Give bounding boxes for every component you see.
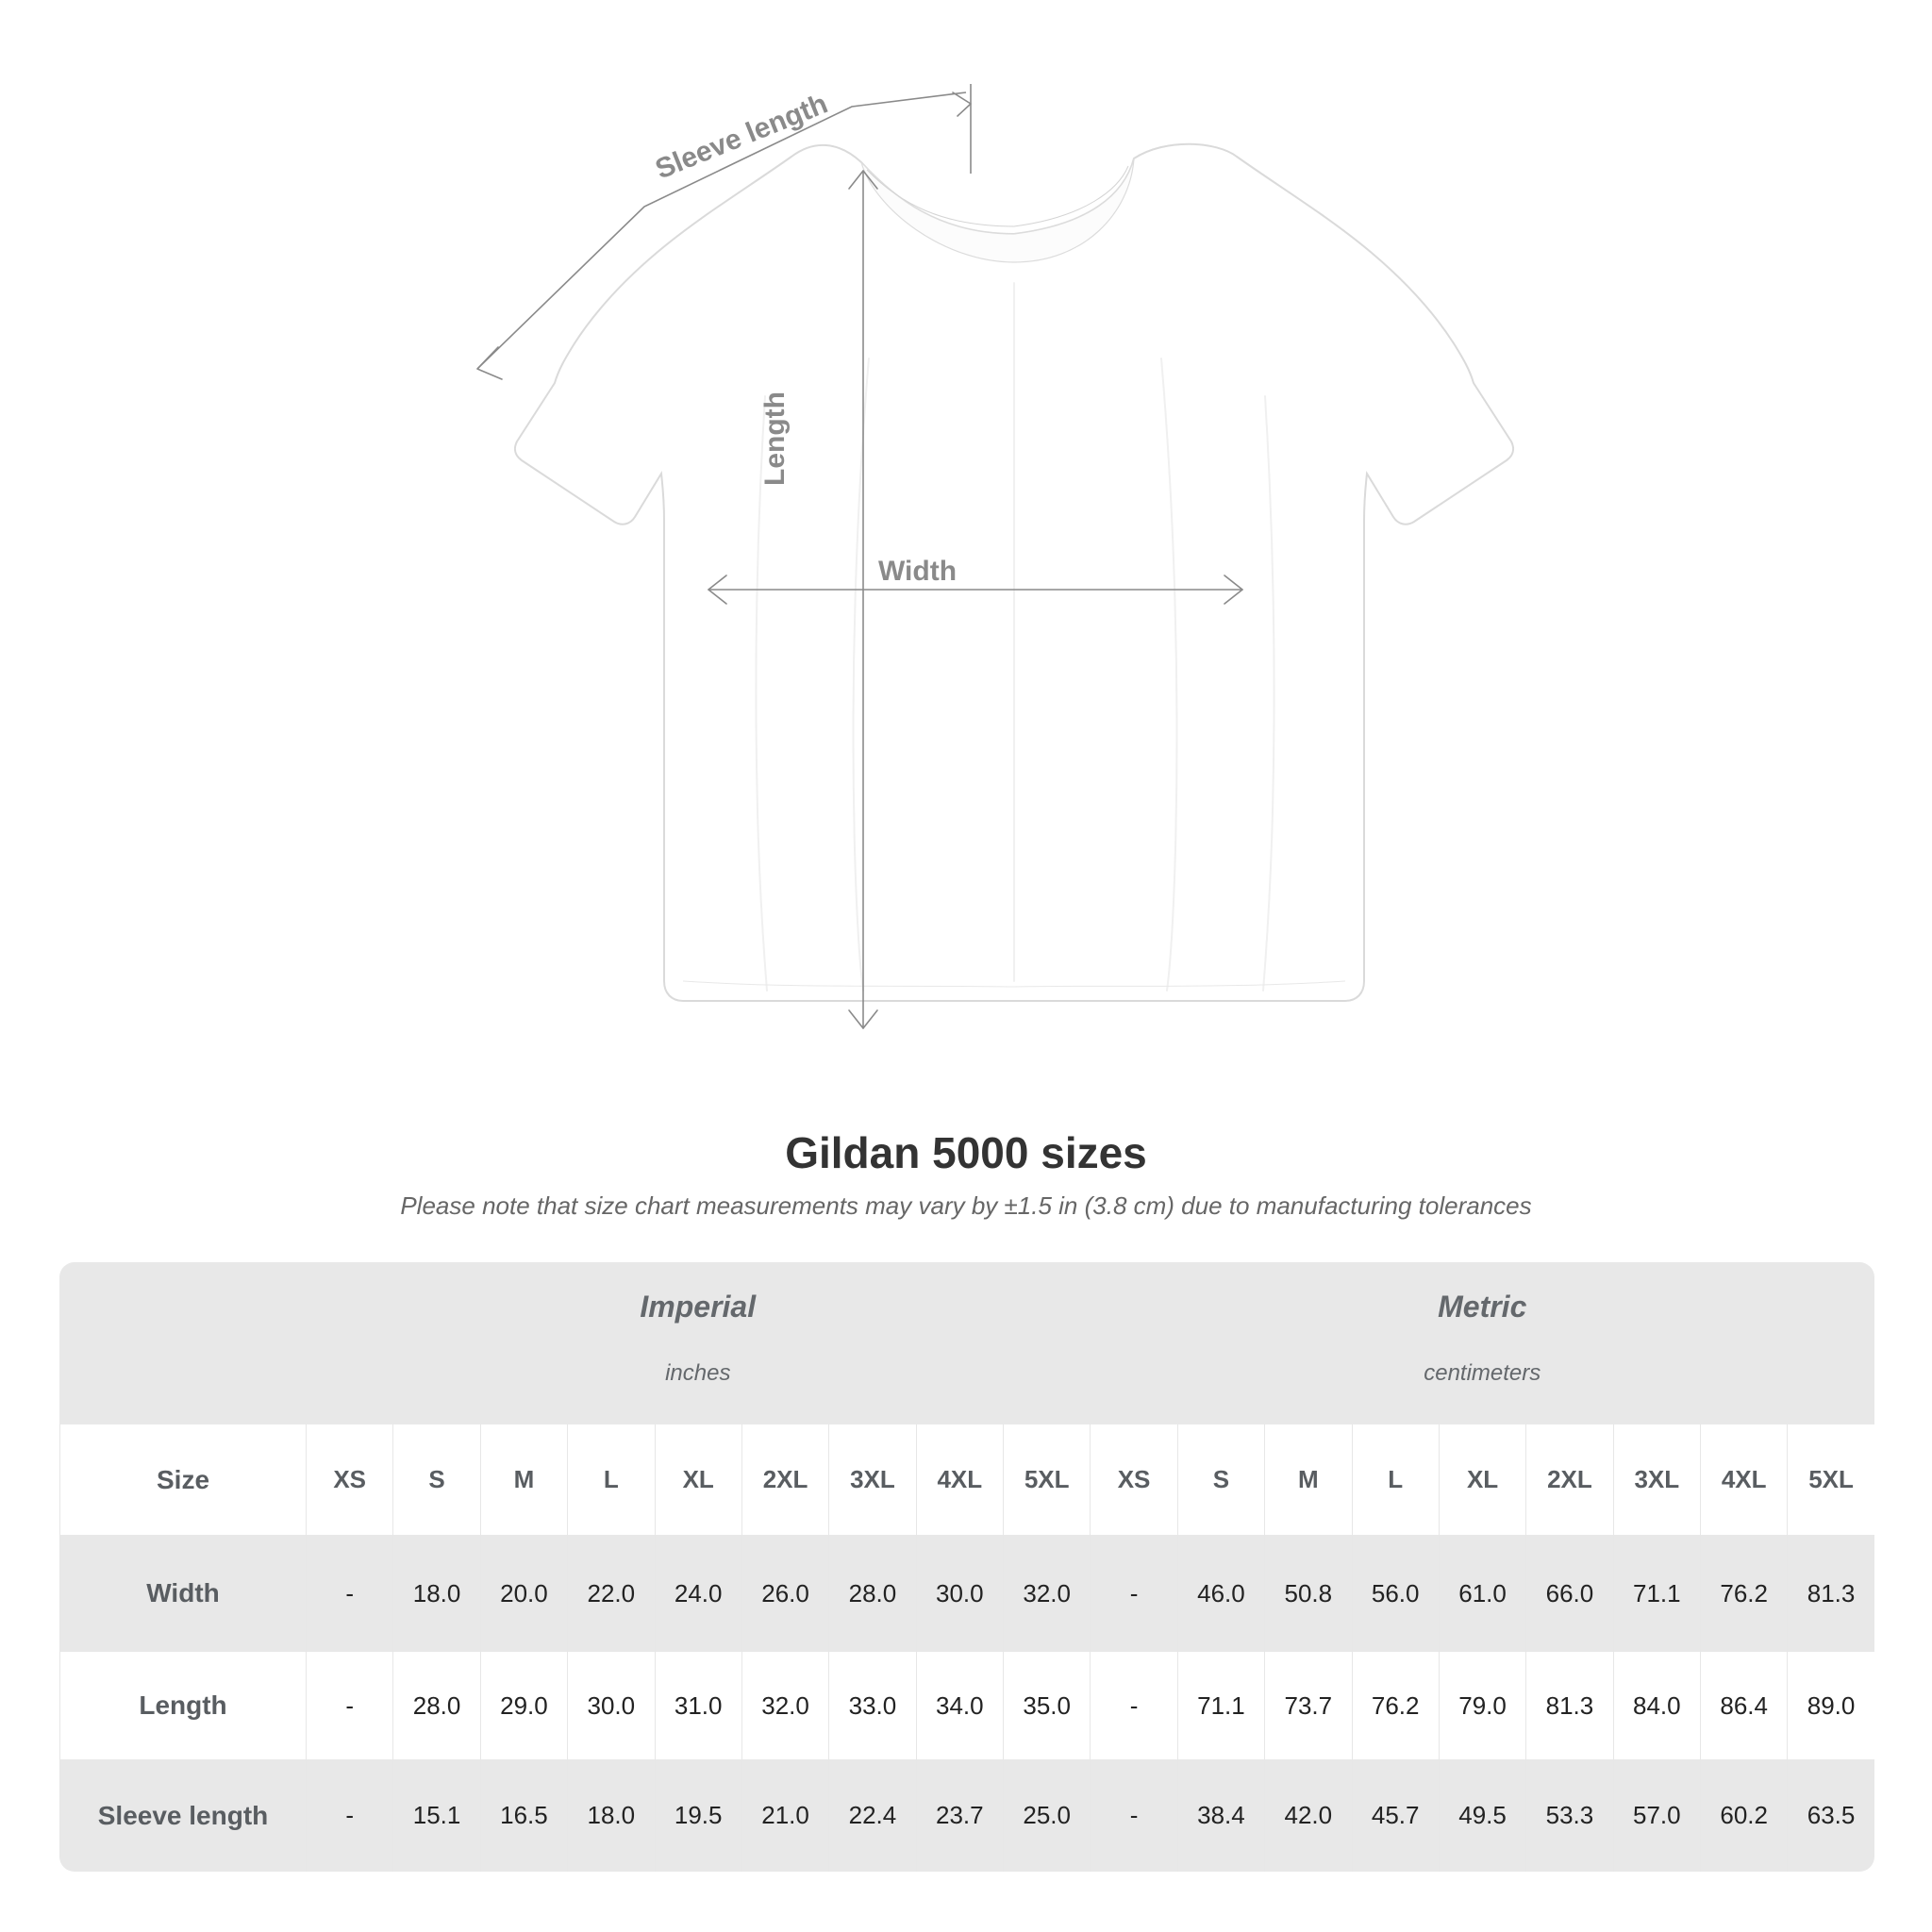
svg-text:Width: Width bbox=[878, 556, 957, 587]
svg-text:Length: Length bbox=[759, 391, 791, 486]
